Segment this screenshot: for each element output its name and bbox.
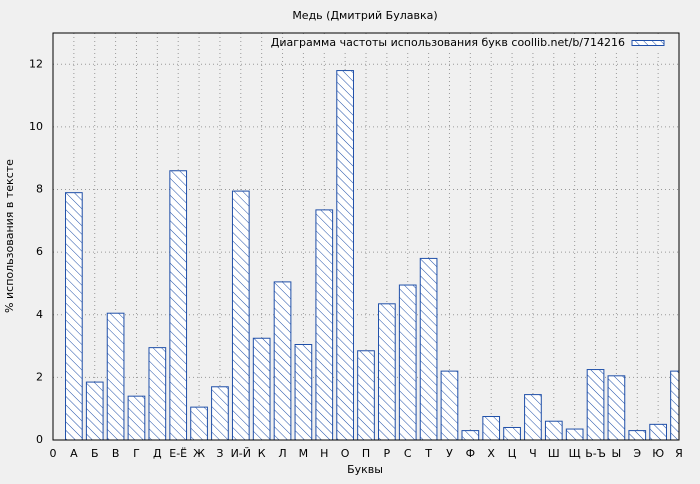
x-tick-label: С — [404, 447, 412, 460]
legend-label: Диаграмма частоты использования букв coo… — [271, 36, 625, 49]
bar — [273, 281, 292, 440]
x-tick-label: У — [446, 447, 453, 460]
bar — [190, 406, 208, 440]
y-axis-label: % использования в тексте — [3, 159, 16, 313]
bar — [294, 344, 313, 440]
bar — [106, 312, 125, 440]
x-tick-label: К — [258, 447, 266, 460]
bar — [503, 426, 521, 440]
bar — [211, 386, 229, 440]
x-tick-label: Г — [133, 447, 140, 460]
bar — [148, 347, 167, 440]
x-tick-label: Р — [384, 447, 391, 460]
bar — [336, 70, 354, 440]
bar — [378, 303, 396, 440]
y-tick-label: 8 — [36, 183, 43, 196]
x-axis-label: Буквы — [347, 463, 383, 476]
bar — [231, 190, 250, 440]
x-tick-label: П — [362, 447, 370, 460]
legend-background — [285, 35, 675, 51]
y-tick-label: 4 — [36, 308, 43, 321]
x-tick-label: Ы — [612, 447, 622, 460]
x-tick-label: Л — [278, 447, 286, 460]
x-tick-label: Ю — [652, 447, 664, 460]
y-tick-label: 6 — [36, 245, 43, 258]
x-tick-label: Щ — [569, 447, 581, 460]
bar — [252, 337, 271, 440]
bar — [85, 381, 104, 440]
x-tick-label: Е-Ё — [169, 447, 187, 460]
bar — [649, 423, 667, 440]
bar — [482, 416, 501, 440]
bar — [398, 284, 417, 440]
chart-title: Медь (Дмитрий Булавка) — [292, 9, 437, 22]
x-tick-label: А — [70, 447, 78, 460]
bar — [357, 350, 375, 440]
x-tick-label: И-Й — [231, 447, 251, 460]
bars — [65, 70, 679, 440]
y-tick-label: 0 — [36, 433, 43, 446]
bar — [461, 430, 480, 440]
bar — [524, 394, 542, 440]
x-tick-label: Я — [675, 447, 683, 460]
x-tick-label: Ж — [193, 447, 205, 460]
bar — [628, 430, 647, 440]
x-tick-label: Ь-Ъ — [585, 447, 606, 460]
x-tick-label: О — [341, 447, 350, 460]
bar — [607, 375, 626, 440]
y-tick-label: 12 — [29, 57, 43, 70]
x-tick-label: 0 — [50, 447, 57, 460]
plot-border — [52, 32, 680, 441]
x-tick-label: Ф — [466, 447, 475, 460]
x-tick-label: Ц — [508, 447, 517, 460]
bar — [419, 257, 438, 440]
x-tick-label: Э — [633, 447, 641, 460]
x-tick-label: Т — [424, 447, 432, 460]
x-tick-label: Б — [91, 447, 99, 460]
bar — [586, 369, 605, 440]
x-tick-label: Х — [487, 447, 495, 460]
x-tick-label: Ш — [548, 447, 560, 460]
bar — [315, 209, 334, 440]
bar — [169, 170, 188, 440]
x-tick-label: В — [112, 447, 120, 460]
x-tick-label: М — [299, 447, 309, 460]
legend-swatch — [631, 40, 665, 46]
bar — [440, 370, 459, 440]
y-tick-label: 10 — [29, 120, 43, 133]
bar — [544, 420, 563, 440]
x-tick-label: З — [216, 447, 223, 460]
bar — [65, 192, 83, 440]
x-tick-label: Ч — [529, 447, 537, 460]
bar — [127, 395, 146, 440]
x-tick-label: Н — [320, 447, 328, 460]
bar — [565, 428, 584, 440]
x-tick-label: Д — [153, 447, 162, 460]
y-tick-label: 2 — [36, 370, 43, 383]
